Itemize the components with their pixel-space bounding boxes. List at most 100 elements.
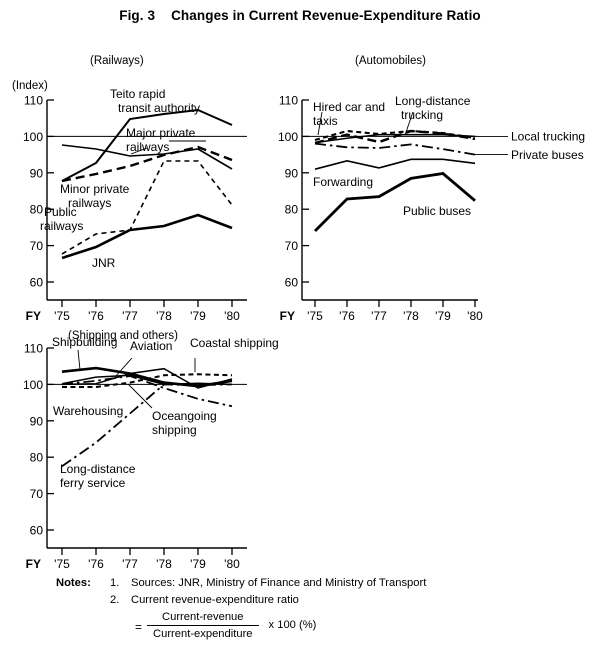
annotation-jnr: JNR — [92, 256, 116, 270]
figure-title: Fig. 3 Changes in Current Revenue-Expendi… — [0, 8, 600, 23]
xtick-77: '77 — [371, 309, 387, 323]
ytick-90: 90 — [285, 166, 299, 180]
series-public-buses — [314, 172, 476, 232]
chart-shipping-svg: 110 100 90 80 70 60 FY '75 '76 '77 '78 '… — [23, 335, 279, 571]
fy-label: FY — [26, 309, 41, 323]
xtick-76: '76 — [339, 309, 355, 323]
series-minor-private-railways — [61, 145, 233, 183]
annotation-teito-line1: Teito rapid — [110, 87, 165, 101]
chart-automobiles-svg: 110 100 90 80 70 60 FY '75 '76 '77 '78 '… — [278, 94, 585, 324]
xtick-79: '79 — [435, 309, 451, 323]
chart-automobiles: (Automobiles) 110 100 — [255, 55, 600, 324]
xtick-77: '77 — [122, 557, 138, 571]
ytick-90: 90 — [30, 414, 44, 428]
xtick-79: '79 — [190, 309, 206, 323]
ytick-60: 60 — [30, 276, 44, 290]
note-2-text: Current revenue-expenditure ratio — [131, 594, 299, 606]
xtick-78: '78 — [403, 309, 419, 323]
xtick-80: '80 — [467, 309, 483, 323]
formula-fraction: Current-revenue Current-expenditure — [147, 610, 259, 641]
ytick-110: 110 — [24, 342, 43, 356]
series-hired-car-and-taxis — [314, 129, 476, 142]
chart-automobiles-ytick-labels: 110 100 90 80 70 60 — [278, 94, 298, 290]
chart-railways-xtick-labels: FY '75 '76 '77 '78 '79 '80 — [26, 309, 240, 323]
xtick-76: '76 — [88, 557, 104, 571]
annotation-aviation: Aviation — [130, 339, 172, 353]
annotation-longdist-line2: trucking — [401, 108, 443, 122]
annotation-ferry-line2: ferry service — [60, 476, 126, 490]
annotation-minor-line1: Minor private — [60, 182, 130, 196]
xtick-75: '75 — [54, 557, 70, 571]
series-local-trucking — [314, 133, 476, 144]
fy-label: FY — [26, 557, 41, 571]
annotation-oceangoing-line2: shipping — [152, 423, 197, 437]
chart-railways: (Railways) (Index) — [0, 55, 255, 323]
series-long-distance-ferry-service — [61, 383, 233, 468]
annotation-warehousing: Warehousing — [53, 404, 123, 418]
ytick-100: 100 — [23, 130, 43, 144]
ytick-110: 110 — [24, 94, 43, 108]
series-forwarding — [314, 158, 476, 170]
ytick-80: 80 — [285, 203, 299, 217]
formula-multiplier: x 100 (%) — [268, 619, 317, 632]
annotation-ferry-line1: Long-distance — [60, 462, 136, 476]
note-1-text: Sources: JNR, Ministry of Finance and Mi… — [131, 577, 427, 589]
formula-denominator: Current-expenditure — [147, 625, 259, 641]
xtick-77: '77 — [122, 309, 138, 323]
chart-shipping-xtick-labels: FY '75 '76 '77 '78 '79 '80 — [26, 557, 240, 571]
chart-railways-series — [61, 108, 233, 260]
xtick-75: '75 — [54, 309, 70, 323]
ytick-100: 100 — [23, 378, 43, 392]
annotation-hired-line1: Hired car and — [313, 100, 385, 114]
chart-railways-ytick-labels: 110 100 90 80 70 60 — [23, 94, 43, 290]
ytick-80: 80 — [30, 203, 44, 217]
xtick-75: '75 — [307, 309, 323, 323]
ytick-100: 100 — [278, 130, 298, 144]
fy-label: FY — [280, 309, 295, 323]
figure-number: Fig. 3 — [119, 8, 156, 23]
note-2-number: 2. — [110, 594, 120, 606]
xtick-78: '78 — [156, 557, 172, 571]
annotation-oceangoing-line1: Oceangoing — [152, 409, 217, 423]
chart-automobiles-series — [314, 129, 476, 232]
ytick-60: 60 — [30, 524, 44, 538]
annotation-shipbuilding: Shipbuilding — [52, 335, 117, 349]
annotation-private-buses: Private buses — [511, 148, 584, 162]
xtick-80: '80 — [224, 309, 240, 323]
chart-railways-index-unit: (Index) — [12, 80, 48, 92]
formula-equals: = — [135, 619, 143, 634]
chart-shipping-caption: (Shipping and others) — [68, 330, 178, 342]
chart-automobiles-xtick-labels: FY '75 '76 '77 '78 '79 '80 — [280, 309, 483, 323]
chart-shipping: (Shipping and others) 110 — [0, 330, 340, 575]
series-oceangoing-shipping — [61, 375, 233, 408]
annotation-forwarding: Forwarding — [313, 175, 373, 189]
formula-numerator: Current-revenue — [162, 611, 244, 623]
annotation-major-line2: railways — [126, 140, 169, 154]
note-1-number: 1. — [110, 577, 120, 589]
chart-railways-caption: (Railways) — [90, 55, 144, 67]
notes-label: Notes: — [56, 577, 91, 589]
annotation-longdist-line1: Long-distance — [395, 94, 471, 108]
xtick-79: '79 — [190, 557, 206, 571]
series-private-buses — [314, 142, 476, 156]
chart-shipping-series — [61, 366, 233, 468]
chart-shipping-leaders — [77, 349, 196, 409]
xtick-78: '78 — [156, 309, 172, 323]
series-public-railways — [61, 160, 233, 255]
xtick-76: '76 — [88, 309, 104, 323]
ytick-60: 60 — [285, 276, 299, 290]
ytick-110: 110 — [279, 94, 298, 108]
ytick-70: 70 — [285, 239, 299, 253]
annotation-local-trucking: Local trucking — [511, 130, 585, 144]
series-teito-rapid-transit-authority — [61, 108, 233, 182]
ytick-70: 70 — [30, 487, 44, 501]
ratio-formula: = Current-revenue Current-expenditure x … — [135, 610, 316, 641]
chart-railways-axes — [46, 99, 247, 307]
chart-automobiles-annotations: Hired car and taxis Long-distance trucki… — [313, 94, 585, 218]
chart-railways-svg: 110 100 90 80 70 60 FY '75 '76 '77 '78 '… — [23, 87, 247, 323]
annotation-hired-line2: taxis — [313, 114, 338, 128]
annotation-teito-line2: transit authority — [118, 101, 200, 115]
annotation-major-line1: Major private — [126, 126, 196, 140]
ytick-70: 70 — [30, 239, 44, 253]
